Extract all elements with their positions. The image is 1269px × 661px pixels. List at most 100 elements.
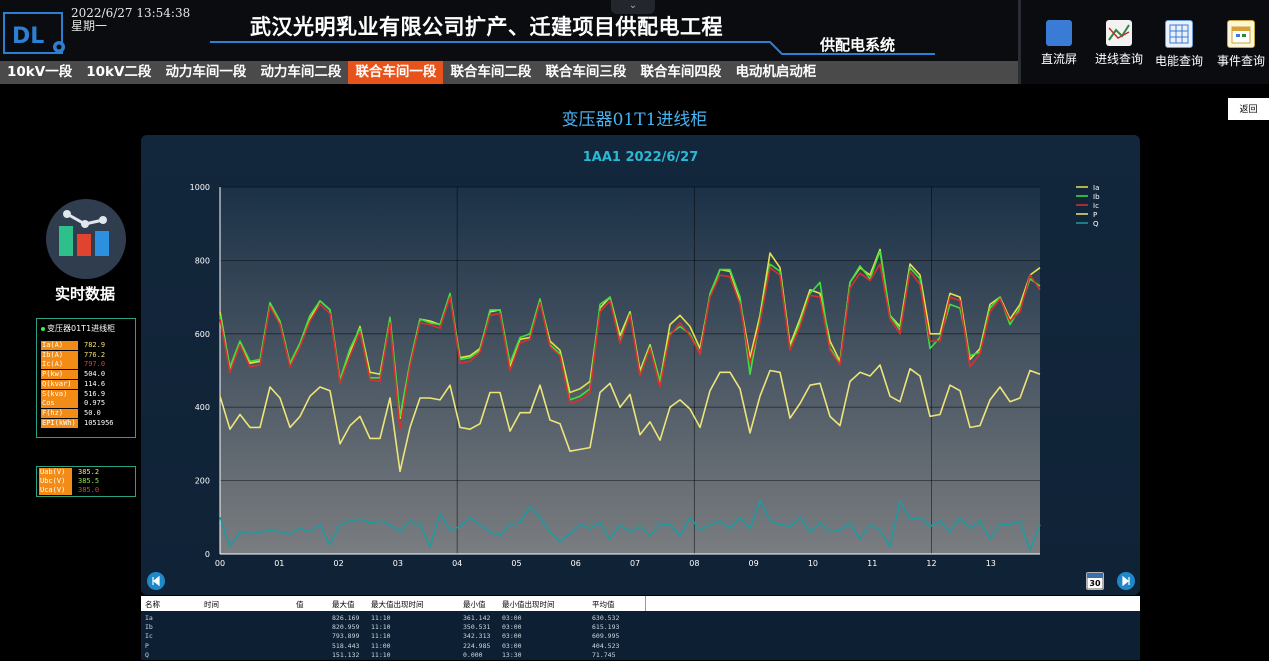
x-tick-label: 02 bbox=[333, 559, 343, 568]
table-cell: 71.745 bbox=[592, 650, 616, 659]
chevron-down-icon: ⌄ bbox=[628, 0, 638, 11]
column-header: 值 bbox=[296, 600, 304, 609]
realtime-key: Ia(A) bbox=[41, 341, 78, 350]
table-cell: 361.142 bbox=[463, 614, 491, 622]
x-tick-label: 04 bbox=[452, 559, 462, 568]
table-cell: P bbox=[145, 641, 149, 650]
table-cell: 342.313 bbox=[463, 632, 491, 641]
realtime-value: 776.2 bbox=[84, 350, 106, 359]
nav-item[interactable]: 联合车间三段 bbox=[545, 64, 627, 80]
dl-logo-icon: DL bbox=[3, 12, 65, 54]
trend-icon bbox=[1106, 20, 1132, 46]
y-tick-label: 0 bbox=[205, 550, 210, 559]
table-cell: 0.000 bbox=[463, 650, 483, 659]
realtime-value: 782.9 bbox=[84, 341, 106, 349]
realtime-data-icon bbox=[46, 199, 126, 279]
calendar-icon bbox=[1086, 572, 1104, 590]
table-cell: 615.193 bbox=[592, 623, 620, 632]
data-box-title: 变压器01T1进线柜 bbox=[41, 323, 115, 334]
voltage-row: Uab(V) 385.2 bbox=[39, 468, 99, 477]
column-header: 名称 bbox=[145, 600, 160, 609]
x-tick-label: 11 bbox=[867, 559, 877, 568]
realtime-key: Ib(A) bbox=[41, 350, 78, 360]
realtime-key: F(hz) bbox=[41, 408, 78, 418]
nav-item[interactable]: 10kV二段 bbox=[86, 64, 152, 80]
table-cell: 03:00 bbox=[502, 632, 522, 641]
plot-area bbox=[220, 187, 1040, 554]
table-cell: Ia bbox=[145, 614, 153, 622]
table-cell: 518.443 bbox=[332, 641, 360, 650]
voltage-key: Uca(V) bbox=[39, 486, 72, 495]
collapse-toggle[interactable]: ⌄ bbox=[611, 0, 655, 14]
table-cell: 793.899 bbox=[332, 632, 360, 641]
table-cell: 11:10 bbox=[371, 623, 391, 632]
realtime-key: Q(kvar) bbox=[41, 379, 78, 389]
x-tick-label: 13 bbox=[986, 559, 996, 568]
nav-item[interactable]: 电动机启动柜 bbox=[735, 64, 817, 80]
incoming-query-button[interactable]: 进线查询 bbox=[1089, 20, 1149, 67]
main-title: 武汉光明乳业有限公司扩产、迁建项目供配电工程 bbox=[250, 15, 723, 39]
column-divider bbox=[645, 596, 646, 611]
legend-label: Q bbox=[1093, 220, 1099, 228]
datetime-text: 2022/6/27 13:54:38 bbox=[71, 6, 191, 20]
y-tick-label: 200 bbox=[195, 477, 210, 486]
realtime-data-box: 变压器01T1进线柜 Ia(A) 782.9 Ib(A) 776.2 Ic(A) 797.… bbox=[36, 318, 136, 438]
section-nav: 10kV一段 10kV二段 动力车间一段 动力车间二段 联合车间一段 联合车间二段 联合车间… bbox=[0, 61, 1018, 84]
realtime-row: Ic(A) 797.0 bbox=[41, 360, 105, 370]
x-tick-label: 01 bbox=[274, 559, 284, 568]
prev-button[interactable] bbox=[147, 572, 165, 590]
table-cell: 11:10 bbox=[371, 632, 391, 641]
legend-label: P bbox=[1093, 211, 1097, 219]
table-cell: 350.531 bbox=[463, 623, 491, 632]
realtime-key: Cos bbox=[41, 399, 78, 409]
energy-query-button[interactable]: 电能查询 bbox=[1149, 20, 1209, 69]
voltage-row: Uca(V) 385.0 bbox=[39, 486, 99, 495]
nav-item[interactable]: 10kV一段 bbox=[7, 64, 73, 80]
event-query-button[interactable]: 事件查询 bbox=[1211, 20, 1269, 69]
y-tick-label: 800 bbox=[195, 256, 210, 265]
tool-label: 电能查询 bbox=[1154, 54, 1203, 68]
table-cell: 11:00 bbox=[371, 641, 391, 650]
table-cell: 820.959 bbox=[332, 623, 360, 632]
x-tick-label: 10 bbox=[808, 559, 818, 568]
realtime-value: 1051956 bbox=[84, 418, 114, 427]
column-header: 最大值 bbox=[332, 600, 355, 609]
realtime-row: EPI(kWh) 1051956 bbox=[41, 418, 114, 428]
realtime-key: EPI(kWh) bbox=[41, 418, 78, 428]
table-cell: 03:00 bbox=[502, 641, 522, 650]
dc-panel-button[interactable]: 直流屏 bbox=[1029, 20, 1089, 67]
back-button[interactable]: 返回 bbox=[1228, 98, 1269, 120]
nav-item[interactable]: 联合车间一段 bbox=[348, 61, 444, 84]
next-button[interactable] bbox=[1117, 572, 1135, 590]
table-cell: 826.169 bbox=[332, 614, 360, 622]
realtime-row: Cos 0.975 bbox=[41, 399, 105, 409]
line-chart: 0 200 400 600 800 1000 00 01 02 03 04 05 06 07 08 09 10 1… bbox=[190, 183, 1100, 568]
x-tick-label: 06 bbox=[571, 559, 581, 568]
table-cell: Ib bbox=[145, 623, 153, 632]
table-cell: 03:00 bbox=[502, 623, 522, 632]
grid-icon bbox=[1165, 20, 1193, 48]
table-cell: 03:00 bbox=[502, 614, 522, 622]
table-cell: 11:10 bbox=[371, 614, 391, 622]
voltage-value: 385.5 bbox=[78, 477, 100, 485]
column-header: 平均值 bbox=[592, 600, 615, 609]
tool-label: 进线查询 bbox=[1094, 52, 1143, 66]
realtime-row: Ia(A) 782.9 bbox=[41, 341, 105, 350]
weekday-text: 星期一 bbox=[71, 19, 108, 33]
y-tick-label: 400 bbox=[195, 403, 210, 412]
calendar-icon bbox=[1227, 20, 1255, 48]
realtime-label: 实时数据 bbox=[54, 285, 115, 303]
nav-item[interactable]: 动力车间一段 bbox=[165, 64, 247, 80]
x-tick-label: 08 bbox=[689, 559, 699, 568]
stats-table: 名称 时间 值 最大值 最大值出现时间 最小值 最小值出现时间 平均值 Ia 826.169 11… bbox=[141, 596, 1140, 660]
datetime: 2022/6/27 13:54:38 星期一 bbox=[71, 7, 190, 33]
realtime-row: F(hz) 50.0 bbox=[41, 408, 101, 418]
nav-item[interactable]: 联合车间二段 bbox=[450, 64, 532, 80]
calendar-button[interactable]: 30 bbox=[1086, 572, 1104, 590]
nav-item[interactable]: 动力车间二段 bbox=[260, 64, 342, 80]
nav-item[interactable]: 联合车间四段 bbox=[640, 64, 722, 80]
column-header: 最小值 bbox=[463, 600, 486, 609]
voltage-value: 385.2 bbox=[78, 468, 100, 476]
table-cell: 224.985 bbox=[463, 641, 491, 650]
voltage-key: Ubc(V) bbox=[39, 477, 72, 486]
